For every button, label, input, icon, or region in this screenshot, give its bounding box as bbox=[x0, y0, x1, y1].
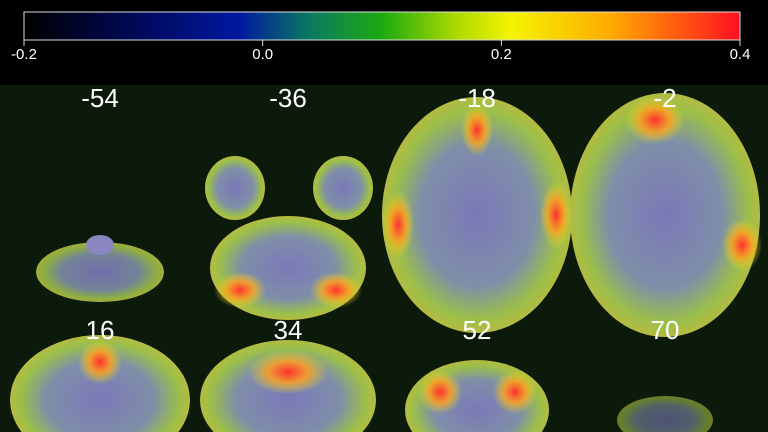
colorbar-tick-label: 0.4 bbox=[730, 46, 751, 63]
colorbar-tick-label: 0.2 bbox=[491, 46, 512, 63]
slice-label: 70 bbox=[651, 315, 680, 345]
slice-label: 52 bbox=[463, 315, 492, 345]
colorbar bbox=[23, 11, 741, 41]
slice-label: -18 bbox=[458, 83, 496, 113]
brain-slices bbox=[10, 93, 762, 432]
slice-label: -36 bbox=[269, 83, 307, 113]
slice-label: -54 bbox=[81, 83, 119, 113]
colorbar-tick-label: 0.0 bbox=[252, 46, 273, 63]
slice-label: -2 bbox=[653, 83, 676, 113]
slice-label: 16 bbox=[86, 315, 115, 345]
slice-label: 34 bbox=[274, 315, 303, 345]
colorbar-tick-label: -0.2 bbox=[11, 46, 37, 63]
